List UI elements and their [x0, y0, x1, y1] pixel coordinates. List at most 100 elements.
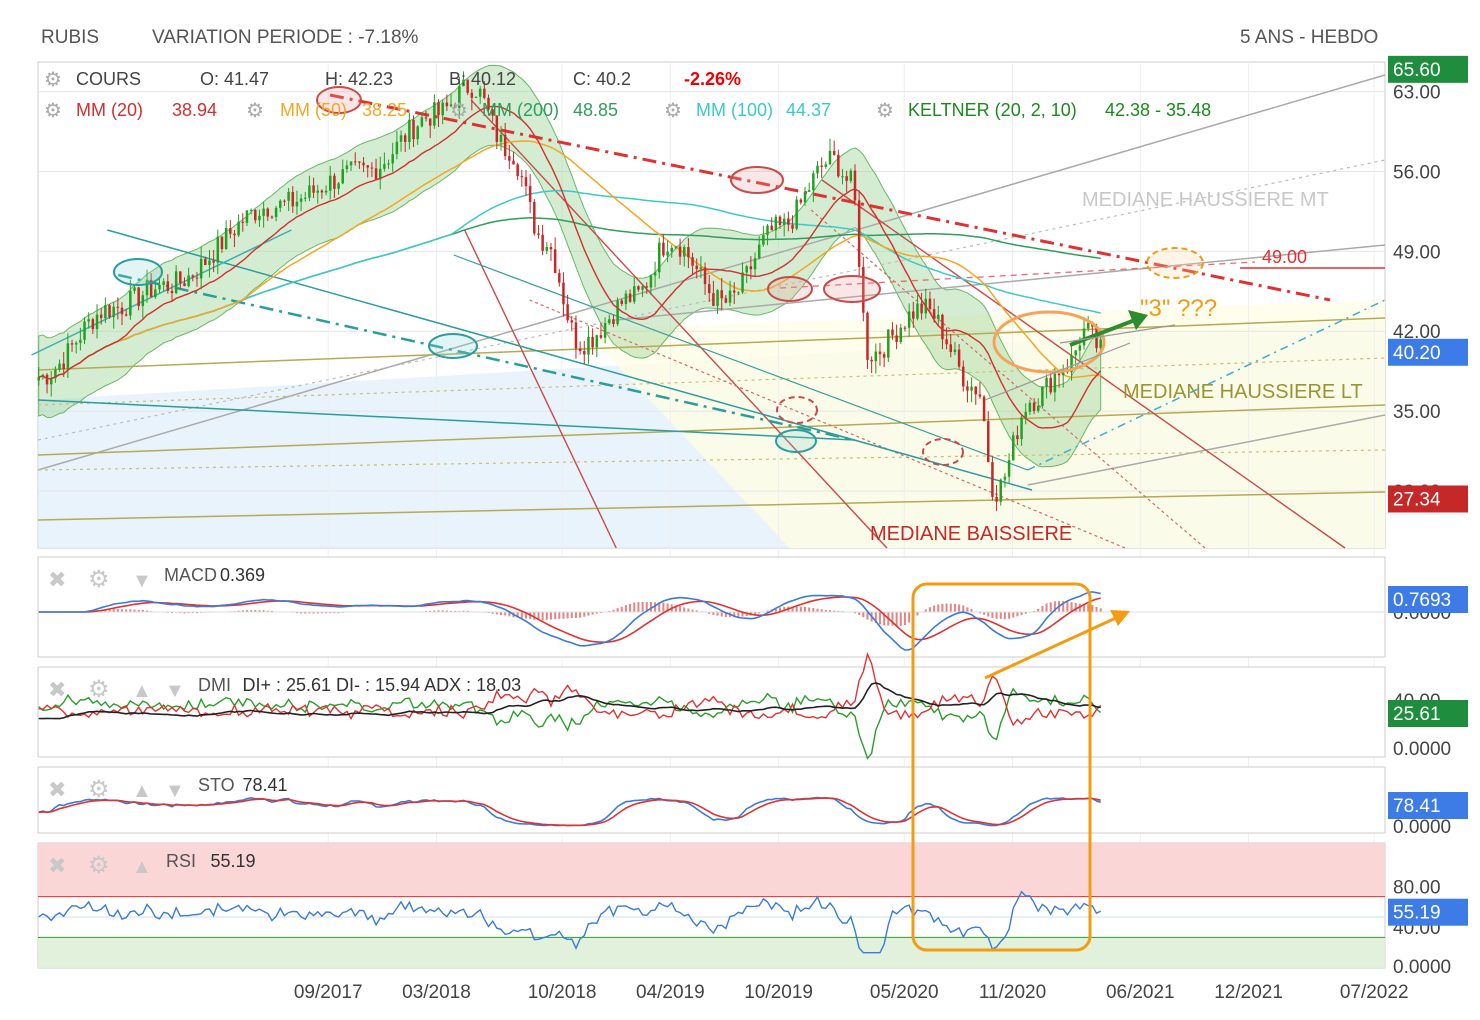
candle	[478, 85, 482, 104]
candle	[537, 225, 540, 239]
candle-body	[957, 349, 961, 367]
candle-body	[254, 209, 257, 221]
candle-body	[757, 244, 761, 259]
candle	[437, 99, 440, 128]
candle	[928, 291, 932, 312]
legend-mm100: MM (100)	[696, 100, 773, 120]
candle	[599, 322, 603, 340]
candle-body	[87, 319, 90, 322]
candle	[1016, 425, 1019, 446]
candle	[1036, 398, 1040, 413]
legend-cours: COURS	[76, 69, 141, 89]
candle	[279, 199, 282, 212]
candle	[966, 380, 969, 403]
candle-body	[220, 236, 224, 250]
candle	[137, 286, 140, 311]
candle-body	[508, 156, 511, 161]
candle	[820, 157, 823, 178]
candle-body	[516, 164, 519, 177]
candle-body	[341, 169, 344, 184]
candle	[824, 161, 828, 169]
candle-body	[162, 281, 165, 285]
candle-body	[995, 496, 998, 502]
candle-body	[1036, 406, 1040, 411]
candle	[237, 214, 240, 237]
legend-mm20: MM (20)	[76, 100, 143, 120]
candle	[962, 360, 965, 392]
sto-up-icon: ▲	[132, 780, 152, 802]
candle-body	[474, 96, 478, 98]
legend-mm50-value: 38.25	[362, 100, 407, 120]
candle	[691, 252, 694, 274]
candle	[116, 297, 120, 320]
candle-body	[832, 150, 836, 155]
candle	[516, 162, 519, 181]
candle-body	[828, 150, 832, 165]
candle	[558, 269, 561, 287]
candle-body	[599, 335, 603, 338]
candle	[603, 317, 607, 344]
candle	[87, 312, 90, 329]
rsi-gear-icon: ⚙	[88, 852, 110, 879]
candle-body	[624, 293, 628, 304]
candle	[154, 283, 157, 299]
trend-line	[37, 491, 1386, 521]
candle	[499, 125, 503, 151]
legend-mm50: MM (50)	[280, 100, 347, 120]
candle	[703, 262, 707, 296]
candle-body	[562, 282, 565, 305]
candle-body	[237, 221, 240, 236]
candle-body	[108, 305, 111, 318]
price-tick: 49.00	[1393, 242, 1441, 263]
candle-body	[603, 323, 607, 338]
candle	[399, 130, 403, 152]
candle-body	[791, 224, 794, 229]
candle-body	[703, 267, 707, 285]
candle-body	[166, 281, 170, 291]
candle	[570, 315, 574, 332]
candle-body	[649, 275, 653, 288]
candle-body	[974, 386, 978, 395]
candle	[1041, 386, 1044, 409]
candle-body	[399, 135, 403, 142]
candle-body	[824, 164, 828, 167]
candle	[766, 223, 769, 246]
candle-body	[895, 335, 898, 342]
candle	[899, 324, 903, 344]
candle	[258, 209, 261, 227]
candle	[803, 186, 807, 206]
legend-close: C: 40.2	[573, 69, 631, 89]
candle-body	[799, 199, 803, 203]
candle	[1086, 316, 1090, 332]
ticker-label: RUBIS	[41, 27, 100, 48]
trend-line	[37, 449, 1386, 471]
gear-icon: ⚙	[876, 100, 894, 122]
candle-body	[962, 366, 965, 387]
candle	[1024, 403, 1027, 425]
candle	[54, 366, 57, 383]
marker-ellipse	[730, 166, 784, 194]
legend-change: -2.26%	[684, 69, 741, 89]
candle-body	[91, 319, 95, 330]
sto-down-icon: ▼	[165, 780, 185, 802]
candle-body	[682, 247, 686, 257]
candle-body	[191, 275, 195, 278]
candle-body	[195, 277, 199, 279]
candle	[449, 93, 453, 108]
candle	[224, 220, 228, 250]
marker-ellipse	[767, 276, 813, 302]
candle	[349, 161, 353, 171]
trend-line	[37, 399, 855, 441]
dmi-label: DMI	[198, 675, 231, 695]
macd-label: MACD	[164, 565, 217, 585]
mm50-line	[38, 140, 1101, 380]
candle-body	[853, 170, 857, 201]
candle-body	[583, 351, 586, 355]
mm20-line	[38, 105, 1102, 429]
candle-body	[837, 154, 840, 177]
candle	[741, 262, 744, 295]
candle-body	[608, 319, 611, 324]
candle-body	[916, 303, 919, 319]
label-mediane-lt: MEDIANE HAUSSIERE LT	[1123, 381, 1363, 403]
rsi-close-icon: ✖	[48, 853, 66, 878]
